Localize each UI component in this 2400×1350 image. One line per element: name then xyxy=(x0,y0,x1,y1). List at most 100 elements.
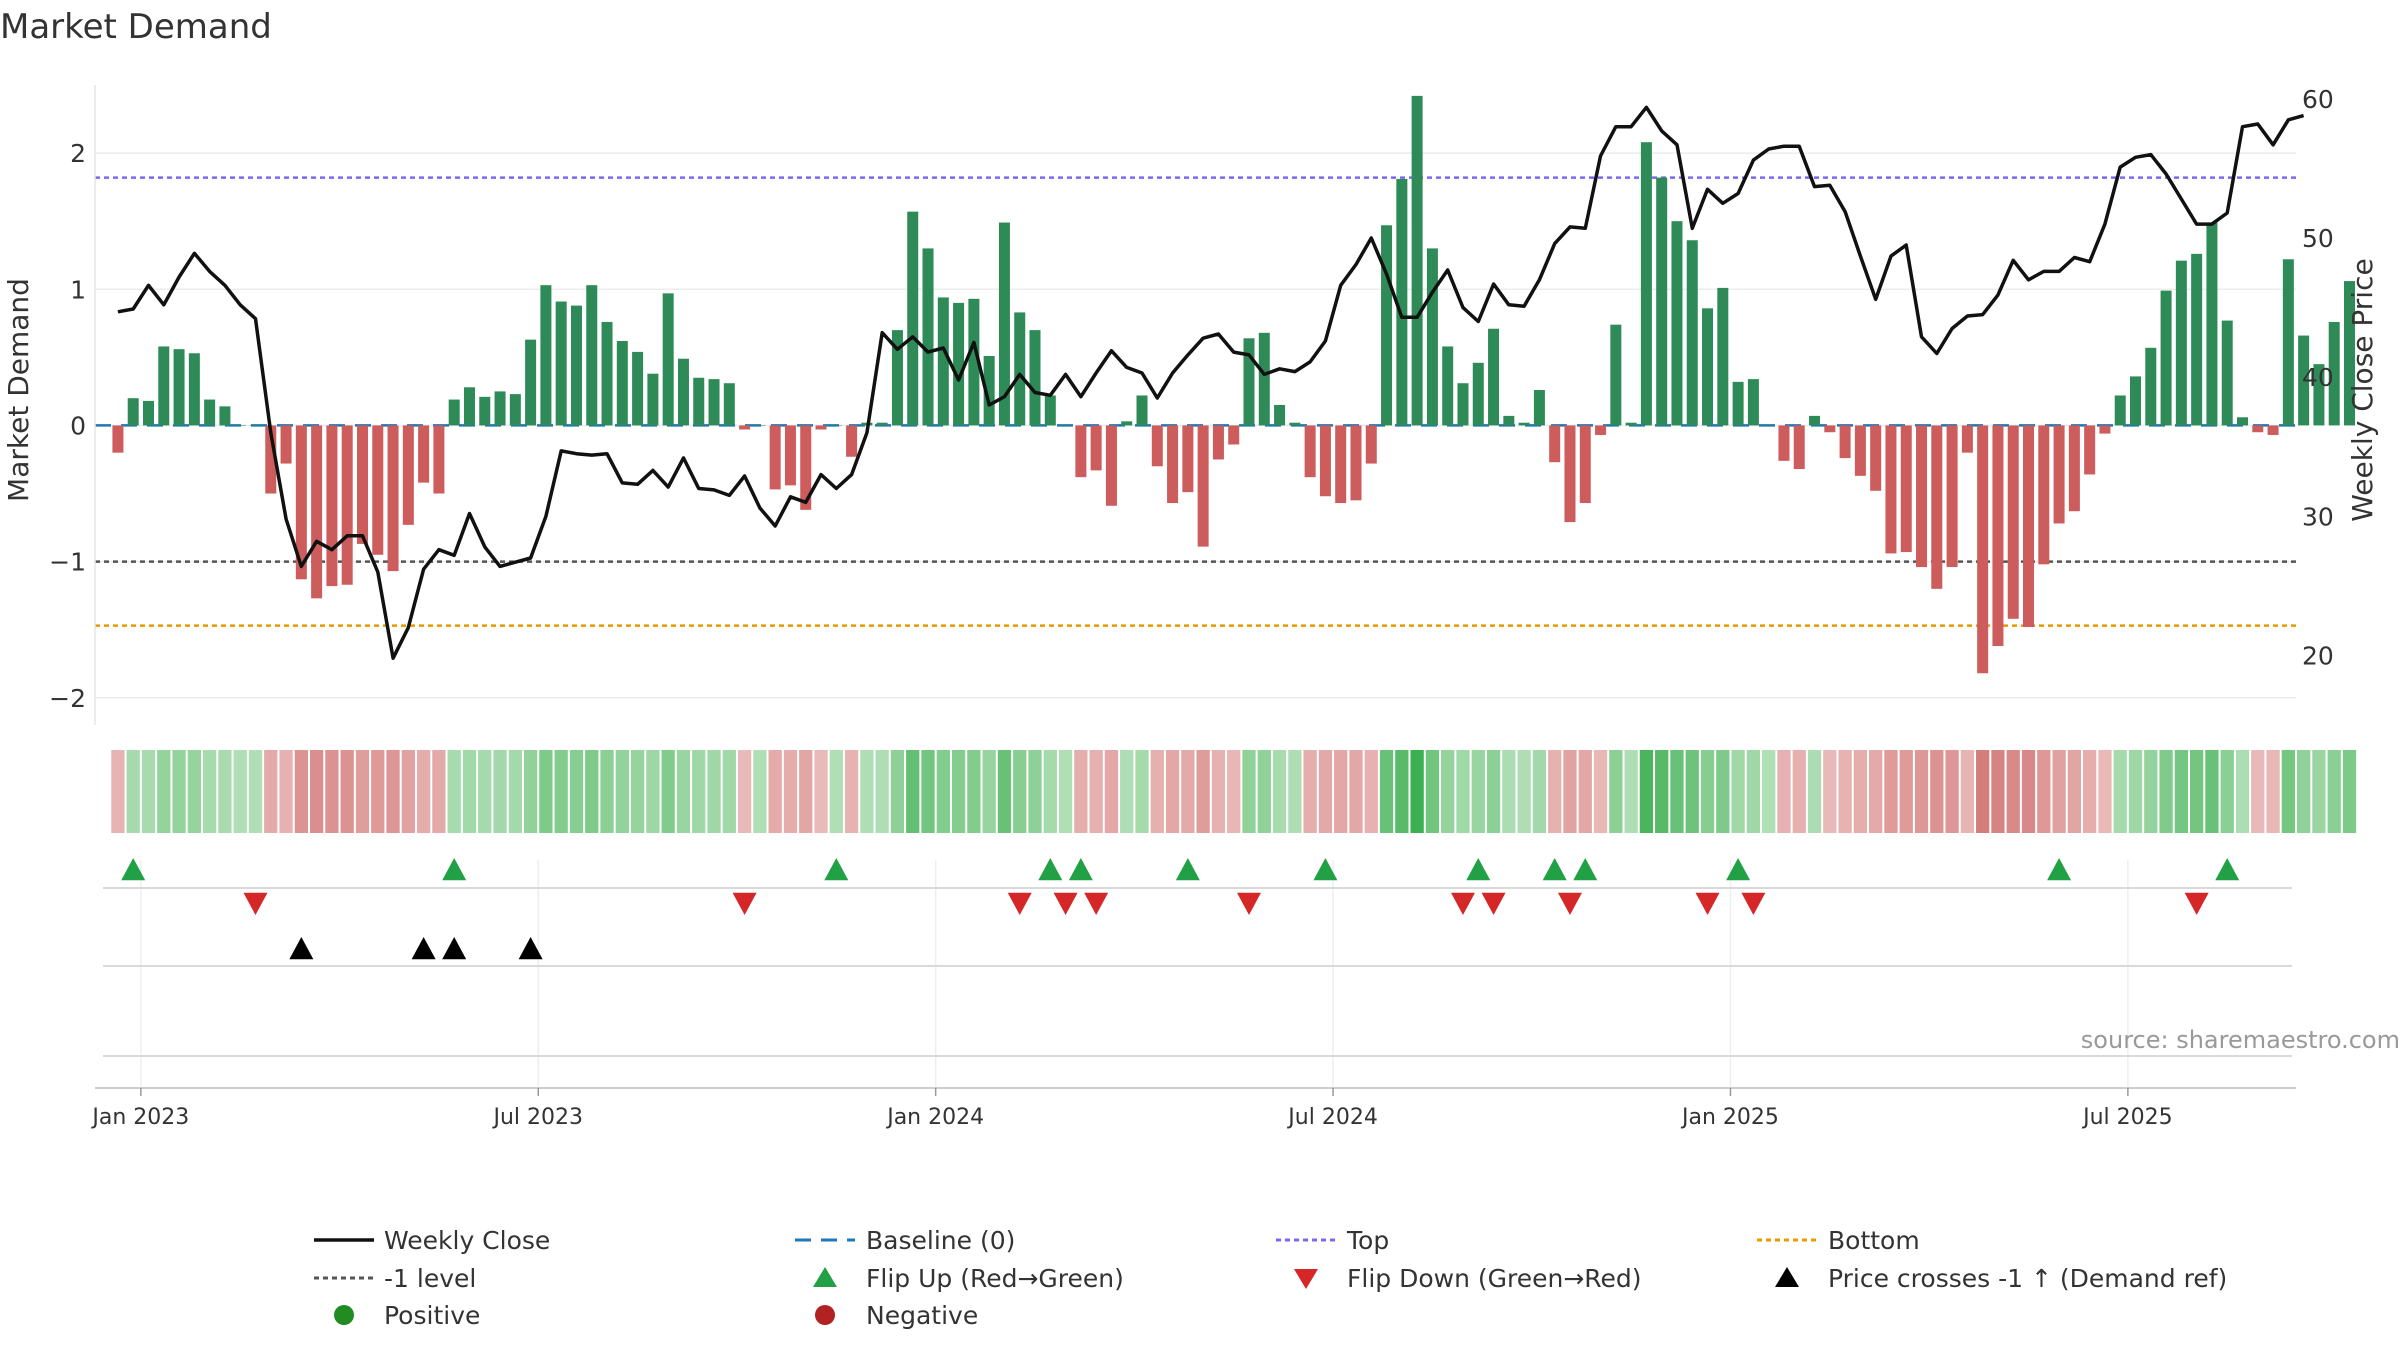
heat-cell xyxy=(1746,750,1761,833)
heat-cell xyxy=(126,750,140,833)
heat-cell xyxy=(2159,750,2173,833)
heat-cell xyxy=(1792,750,1806,833)
heat-cell xyxy=(1731,750,1745,833)
demand-bar xyxy=(142,400,154,426)
demand-bar xyxy=(2114,395,2126,426)
heat-cell xyxy=(2128,750,2143,833)
heat-cell xyxy=(340,750,354,833)
demand-bar xyxy=(2099,425,2111,434)
demand-bar xyxy=(356,425,368,544)
heat-cell xyxy=(493,750,507,833)
demand-bars xyxy=(112,95,2355,674)
demand-bar xyxy=(249,425,261,426)
price-line-layer xyxy=(117,105,2305,660)
demand-bar xyxy=(891,330,903,426)
demand-bar xyxy=(2038,425,2050,565)
x-tick-label: Jan 2024 xyxy=(885,1105,984,1130)
demand-bar xyxy=(616,341,628,426)
flip-down-marker xyxy=(1741,892,1766,915)
legend-flip-down-label: Flip Down (Green→Red) xyxy=(1347,1264,1642,1293)
heat-cell xyxy=(1441,750,1455,833)
price-cross-marker xyxy=(442,937,467,960)
heat-cell xyxy=(554,750,568,833)
demand-bar xyxy=(2023,425,2035,627)
heat-cell xyxy=(2174,750,2189,833)
demand-bar xyxy=(1274,405,1286,426)
demand-bar xyxy=(1411,95,1423,426)
demand-bar xyxy=(1167,425,1179,504)
demand-bar xyxy=(2053,425,2065,524)
demand-bar xyxy=(1610,324,1622,426)
heat-cell xyxy=(523,750,538,833)
demand-bar xyxy=(632,351,644,426)
flip-down-marker xyxy=(1695,892,1720,915)
demand-bar xyxy=(127,398,139,426)
heat-cell xyxy=(1593,750,1608,833)
flip-down-marker xyxy=(1053,892,1078,915)
demand-bar xyxy=(1763,425,1775,426)
heat-cell xyxy=(218,750,232,833)
demand-bar xyxy=(723,383,735,426)
demand-bar xyxy=(1472,362,1484,426)
heat-cell xyxy=(829,750,843,833)
demand-bar xyxy=(1457,383,1469,426)
heat-cell xyxy=(615,750,629,833)
demand-bar xyxy=(158,346,170,426)
demand-bar xyxy=(1136,395,1148,426)
demand-bar xyxy=(2237,417,2249,426)
demand-bar xyxy=(1289,422,1301,426)
heat-cell xyxy=(860,750,874,833)
demand-bar xyxy=(1518,422,1530,426)
flip-up-marker xyxy=(1068,858,1093,881)
x-tick-label: Jul 2023 xyxy=(491,1105,583,1130)
demand-bar xyxy=(1350,425,1362,501)
demand-bar xyxy=(1044,395,1056,426)
heat-cell xyxy=(416,750,431,833)
y-tick-right: 20 xyxy=(2302,641,2334,670)
legend-bottom-label: Bottom xyxy=(1828,1226,1920,1255)
demand-bar xyxy=(372,425,384,555)
demand-bar xyxy=(1212,425,1224,460)
demand-bar xyxy=(2252,425,2264,433)
heat-cell xyxy=(1930,750,1944,833)
demand-bar xyxy=(769,425,781,490)
demand-bar xyxy=(1747,379,1759,426)
demand-bar xyxy=(1319,425,1331,497)
heat-cell xyxy=(1914,750,1929,833)
heat-cell xyxy=(936,750,950,833)
demand-bar xyxy=(1075,425,1087,478)
demand-bar xyxy=(341,425,353,585)
flip-down-marker xyxy=(1481,892,1506,915)
heat-cell xyxy=(508,750,522,833)
heat-cell xyxy=(585,750,599,833)
flip-up-marker xyxy=(1466,858,1491,881)
heat-cell xyxy=(2037,750,2051,833)
axes-layer: 2 1 0 −1 −2 60 50 40 30 20 xyxy=(49,85,2334,725)
price-cross-marker xyxy=(289,937,314,960)
heat-cell xyxy=(1150,750,1164,833)
legend-negative: Negative xyxy=(815,1301,978,1330)
legend-weekly-close-label: Weekly Close xyxy=(384,1226,550,1255)
demand-bar xyxy=(1121,421,1133,426)
demand-bar xyxy=(693,377,705,426)
demand-bar xyxy=(204,399,216,426)
heat-cell xyxy=(1563,750,1577,833)
demand-bar xyxy=(173,349,185,426)
heat-cell xyxy=(1043,750,1057,833)
heat-cell xyxy=(1976,750,1990,833)
demand-bar xyxy=(1992,425,2004,647)
heat-cell xyxy=(1700,750,1715,833)
heat-cell xyxy=(2342,750,2357,833)
heat-cell xyxy=(2144,750,2158,833)
demand-bar xyxy=(662,293,674,426)
heat-cell xyxy=(1869,750,1883,833)
heat-cell xyxy=(1074,750,1088,833)
y-tick-right: 50 xyxy=(2302,224,2334,253)
demand-bar xyxy=(326,425,338,587)
flip-up-marker xyxy=(2215,858,2240,881)
demand-bar xyxy=(1228,425,1240,445)
heat-cell xyxy=(2251,750,2265,833)
flip-down-marker xyxy=(1084,892,1109,915)
legend-positive-label: Positive xyxy=(384,1301,480,1330)
heat-cell xyxy=(141,750,156,833)
